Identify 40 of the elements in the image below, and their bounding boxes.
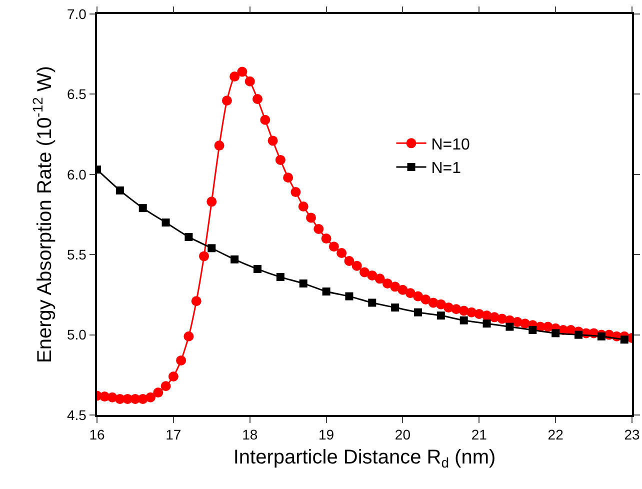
x-axis-title: Interparticle Distance R$_{d}$ (nm): [233, 446, 496, 471]
point: [184, 232, 193, 241]
point: [552, 329, 560, 338]
x-tick-label: 21: [471, 426, 488, 443]
point: [208, 244, 216, 252]
x-tick-label: 23: [624, 426, 640, 443]
x-tick-label: 17: [166, 426, 182, 443]
x-tick-label: 16: [89, 426, 105, 443]
point: [162, 218, 170, 227]
point: [574, 330, 582, 339]
point: [345, 292, 354, 300]
point: [506, 322, 514, 331]
y-tick-label: 6.5: [66, 86, 87, 102]
y-tick-label: 5.5: [66, 246, 87, 262]
point: [597, 332, 606, 340]
y-tick-label: 5.0: [66, 326, 87, 343]
x-tick-label: 18: [242, 426, 258, 443]
point: [322, 287, 330, 296]
point: [368, 298, 376, 307]
point: [230, 255, 239, 264]
legend-label: N=10: [431, 136, 470, 154]
point: [299, 279, 308, 288]
point: [620, 336, 628, 344]
x-tick-label: 20: [394, 426, 411, 443]
y-tick-label: 6.0: [66, 166, 87, 182]
point: [391, 304, 400, 312]
y-tick-label: 4.5: [66, 406, 87, 423]
y-tick-label: 7.0: [66, 6, 87, 22]
point: [276, 273, 284, 282]
point: [436, 312, 445, 320]
x-tick-label: 22: [548, 426, 564, 443]
x-tick-label: 19: [318, 426, 334, 443]
point: [414, 308, 422, 316]
point: [254, 265, 262, 274]
point: [482, 320, 491, 328]
point: [138, 204, 147, 212]
point: [528, 326, 537, 334]
point: [116, 186, 124, 194]
point: [460, 316, 468, 324]
legend-label: N=1: [431, 160, 462, 178]
